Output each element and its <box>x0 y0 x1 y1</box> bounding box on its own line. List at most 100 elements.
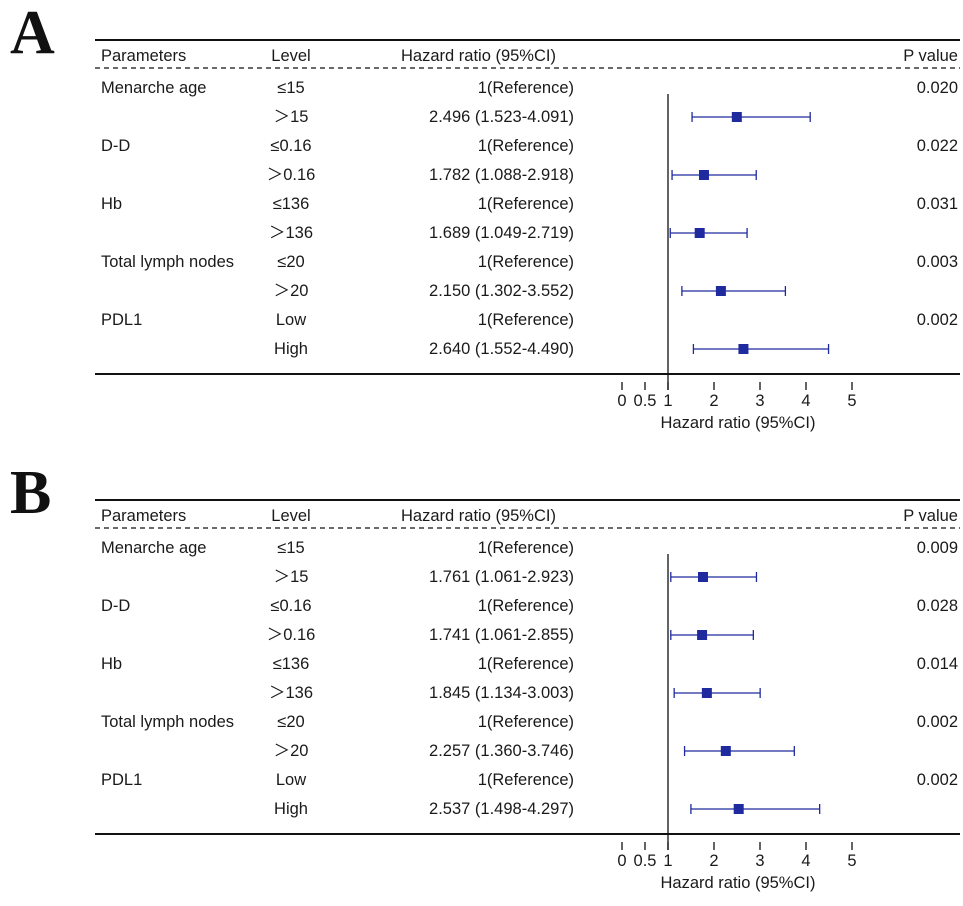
x-tick-label: 1 <box>663 852 672 870</box>
row-level: High <box>274 800 308 818</box>
row-parameter: Hb <box>101 195 123 213</box>
header-p-value: P value <box>903 507 958 525</box>
panel-label: B <box>10 459 52 527</box>
row-level: Low <box>275 771 307 789</box>
hazard-ratio-marker <box>694 228 705 238</box>
row-level: ≤0.16 <box>270 137 312 155</box>
row-level: High <box>274 340 308 358</box>
row-level: ≤136 <box>272 195 310 213</box>
row-level: ＞15 <box>273 108 309 126</box>
x-tick-label: 3 <box>755 392 764 410</box>
row-hazard-ratio: 2.640 (1.552-4.490) <box>429 340 574 358</box>
forest-plot-svg: 0 0.5 1 2 3 4 5 Hazard ratio (95%CI) <box>95 39 960 432</box>
row-level: Low <box>275 311 307 329</box>
row-hazard-ratio: 2.257 (1.360-3.746) <box>429 742 574 760</box>
row-level: ≤15 <box>277 539 305 557</box>
row-parameter: D-D <box>101 597 131 615</box>
row-p-value: 0.002 <box>916 771 958 789</box>
row-hazard-ratio: 1(Reference) <box>477 655 574 673</box>
row-hazard-ratio: 1.761 (1.061-2.923) <box>429 568 574 586</box>
row-level: ≤136 <box>272 655 310 673</box>
header-hazard-ratio: Hazard ratio (95%CI) <box>401 507 556 525</box>
hazard-ratio-marker <box>738 344 749 354</box>
hazard-ratio-marker <box>731 112 742 122</box>
row-hazard-ratio: 1(Reference) <box>477 597 574 615</box>
panel-label: A <box>10 0 55 67</box>
x-tick-label: 5 <box>847 852 856 870</box>
row-p-value: 0.003 <box>916 253 958 271</box>
row-parameter: PDL1 <box>101 311 143 329</box>
row-parameter: Total lymph nodes <box>101 713 234 731</box>
header-parameters: Parameters <box>101 507 187 525</box>
row-parameter: Hb <box>101 655 123 673</box>
header-parameters: Parameters <box>101 47 187 65</box>
row-hazard-ratio: 2.537 (1.498-4.297) <box>429 800 574 818</box>
row-hazard-ratio: 1(Reference) <box>477 771 574 789</box>
hazard-ratio-marker <box>698 572 709 582</box>
row-hazard-ratio: 1(Reference) <box>477 311 574 329</box>
row-parameter: PDL1 <box>101 771 143 789</box>
row-p-value: 0.014 <box>916 655 958 673</box>
header-level: Level <box>271 47 311 65</box>
row-hazard-ratio: 1.689 (1.049-2.719) <box>429 224 574 242</box>
row-hazard-ratio: 1.741 (1.061-2.855) <box>429 626 574 644</box>
x-tick-label: 5 <box>847 392 856 410</box>
row-level: ≤20 <box>277 713 305 731</box>
row-level: ＞20 <box>273 742 309 760</box>
row-hazard-ratio: 1(Reference) <box>477 195 574 213</box>
hazard-ratio-marker <box>701 688 712 698</box>
row-p-value: 0.022 <box>916 137 958 155</box>
row-hazard-ratio: 2.150 (1.302-3.552) <box>429 282 574 300</box>
header-level: Level <box>271 507 311 525</box>
x-axis-label: Hazard ratio (95%CI) <box>661 874 816 892</box>
x-tick-label: 4 <box>801 392 810 410</box>
x-tick-label: 2 <box>709 392 718 410</box>
row-p-value: 0.009 <box>916 539 958 557</box>
x-tick-label: 3 <box>755 852 764 870</box>
row-p-value: 0.002 <box>916 311 958 329</box>
row-parameter: Menarche age <box>101 79 207 97</box>
x-tick-label: 4 <box>801 852 810 870</box>
row-level: ＞15 <box>273 568 309 586</box>
row-p-value: 0.031 <box>916 195 958 213</box>
row-hazard-ratio: 1.782 (1.088-2.918) <box>429 166 574 184</box>
hazard-ratio-marker <box>697 630 708 640</box>
row-level: ≤0.16 <box>270 597 312 615</box>
hazard-ratio-marker <box>733 804 744 814</box>
x-tick-label: 0 <box>617 852 626 870</box>
header-p-value: P value <box>903 47 958 65</box>
row-parameter: Total lymph nodes <box>101 253 234 271</box>
x-tick-label: 0.5 <box>634 392 657 410</box>
x-tick-label: 0.5 <box>634 852 657 870</box>
row-level: ＞20 <box>273 282 309 300</box>
row-parameter: D-D <box>101 137 131 155</box>
header-hazard-ratio: Hazard ratio (95%CI) <box>401 47 556 65</box>
hazard-ratio-marker <box>720 746 731 756</box>
row-level: ≤20 <box>277 253 305 271</box>
row-level: ＞0.16 <box>266 626 316 644</box>
x-tick-label: 2 <box>709 852 718 870</box>
row-hazard-ratio: 1(Reference) <box>477 137 574 155</box>
forest-plot-panel-a: A Parameters Level Hazard ratio (95%CI) P v… <box>0 0 963 446</box>
row-hazard-ratio: 1(Reference) <box>477 713 574 731</box>
x-axis-label: Hazard ratio (95%CI) <box>661 414 816 432</box>
row-p-value: 0.002 <box>916 713 958 731</box>
row-p-value: 0.020 <box>916 79 958 97</box>
row-hazard-ratio: 1.845 (1.134-3.003) <box>429 684 574 702</box>
hazard-ratio-marker <box>698 170 709 180</box>
row-hazard-ratio: 1(Reference) <box>477 253 574 271</box>
row-level: ＞0.16 <box>266 166 316 184</box>
row-level: ≤15 <box>277 79 305 97</box>
row-level: ＞136 <box>268 684 314 702</box>
row-level: ＞136 <box>268 224 314 242</box>
forest-plot-panel-b: B Parameters Level Hazard ratio (95%CI) P v… <box>0 460 963 906</box>
row-hazard-ratio: 2.496 (1.523-4.091) <box>429 108 574 126</box>
forest-plot-svg: 0 0.5 1 2 3 4 5 Hazard ratio (95%CI) <box>95 499 960 892</box>
row-p-value: 0.028 <box>916 597 958 615</box>
x-tick-label: 1 <box>663 392 672 410</box>
row-hazard-ratio: 1(Reference) <box>477 79 574 97</box>
row-hazard-ratio: 1(Reference) <box>477 539 574 557</box>
row-parameter: Menarche age <box>101 539 207 557</box>
x-tick-label: 0 <box>617 392 626 410</box>
hazard-ratio-marker <box>715 286 726 296</box>
